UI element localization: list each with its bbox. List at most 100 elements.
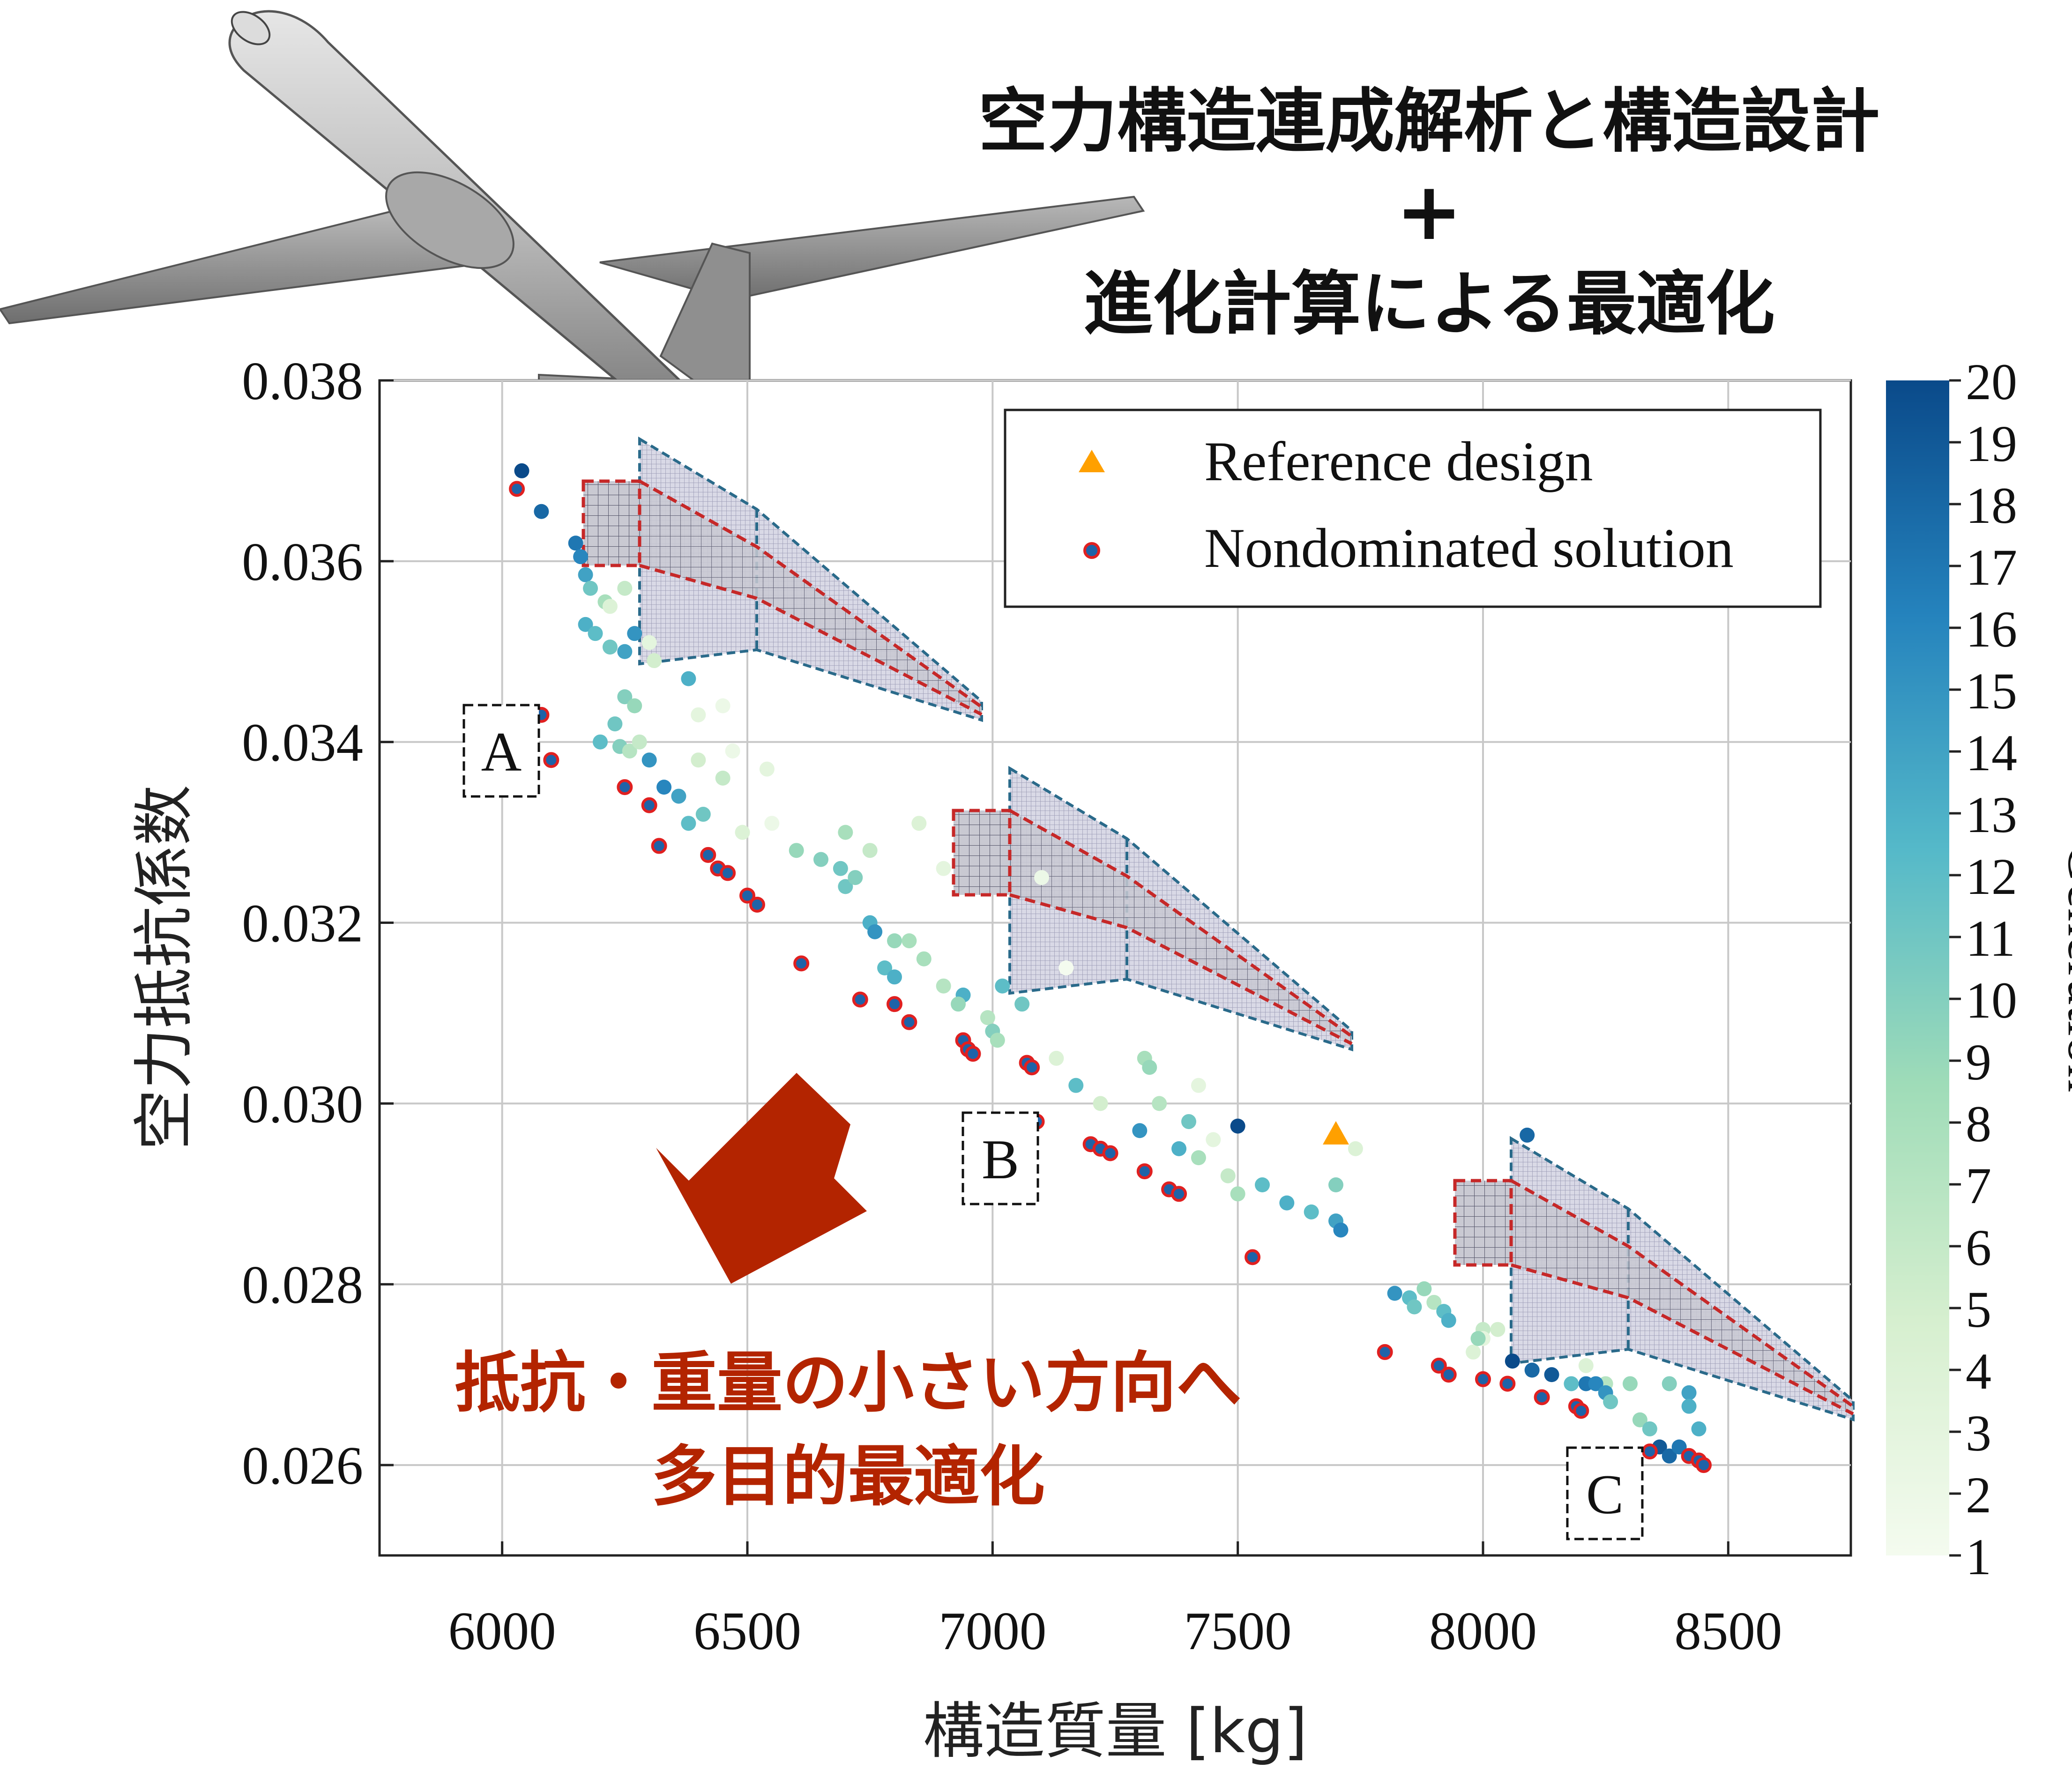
nondominated-point-26 xyxy=(1171,1186,1187,1202)
population-point-42 xyxy=(877,960,893,975)
population-point-13 xyxy=(627,626,642,641)
population-point-45 xyxy=(848,870,863,885)
y-tick-label-1: 0.028 xyxy=(242,1255,363,1315)
population-point-46 xyxy=(887,933,902,949)
x-tick-label-5: 8500 xyxy=(1674,1601,1782,1661)
label-c: C xyxy=(1586,1463,1624,1525)
population-point-64 xyxy=(1068,1078,1084,1093)
legend-nondominated-marker xyxy=(1083,542,1100,559)
population-point-7 xyxy=(602,599,618,614)
x-tick-label-0: 6000 xyxy=(448,1601,556,1661)
population-point-49 xyxy=(936,978,951,994)
population-point-61 xyxy=(1034,870,1049,885)
nondominated-point-4 xyxy=(641,797,657,813)
population-point-24 xyxy=(622,743,637,759)
colorbar-tick-label-17: 18 xyxy=(1966,477,2017,534)
rear-spar xyxy=(1009,893,1353,1046)
axis-ticks: 6000 6500 7000 7500 8000 8500 0.026 0.028 0.030 0… xyxy=(242,351,1782,1661)
title-plus: + xyxy=(1396,165,1462,258)
nondominated-point-8 xyxy=(720,865,736,881)
population-point-109 xyxy=(1603,1394,1618,1410)
population-point-100 xyxy=(1623,1376,1638,1391)
nondominated-point-32 xyxy=(1499,1376,1516,1392)
colorbar-tick-label-6: 7 xyxy=(1966,1157,1991,1214)
colorbar-tick-label-11: 12 xyxy=(1966,848,2017,905)
population-point-89 xyxy=(1426,1294,1442,1310)
title-line3: 進化計算による最適化 xyxy=(1083,264,1775,344)
population-point-68 xyxy=(1152,1096,1167,1111)
population-point-33 xyxy=(715,770,730,786)
annotation-line1: 抵抗・重量の小さい方向へ xyxy=(455,1345,1242,1421)
nondominated-point-5 xyxy=(651,838,667,854)
population-point-28 xyxy=(725,743,740,759)
label-b-box xyxy=(961,1111,1039,1205)
population-point-96 xyxy=(1505,1354,1520,1369)
center-wing-box xyxy=(952,809,1012,897)
nondominated-point-35 xyxy=(1573,1403,1589,1419)
colorbar xyxy=(1886,380,1949,1555)
nondominated-point-9 xyxy=(739,887,755,904)
y-tick-label-6: 0.038 xyxy=(242,351,363,411)
x-tick-label-1: 6500 xyxy=(693,1601,801,1661)
population-point-30 xyxy=(671,788,686,804)
center-wing-box xyxy=(581,479,641,567)
population-point-67 xyxy=(1142,1060,1157,1075)
legend-entry-nondominated: Nondominated solution xyxy=(1204,517,1734,579)
population-point-114 xyxy=(1671,1439,1687,1455)
legend-reference-marker xyxy=(1079,450,1105,472)
reference-design-marker xyxy=(1323,1121,1349,1145)
population-point-105 xyxy=(1588,1376,1603,1391)
colorbar-tick-label-10: 11 xyxy=(1966,910,2015,967)
population-point-22 xyxy=(593,734,608,750)
legend: Reference design Nondominated solution xyxy=(1004,409,1822,608)
colorbar-tick-label-7: 8 xyxy=(1966,1095,1991,1153)
population-point-34 xyxy=(735,825,750,840)
population-point-103 xyxy=(1681,1398,1697,1414)
population-point-63 xyxy=(1049,1050,1064,1066)
legend-entry-reference: Reference design xyxy=(1204,430,1593,492)
colorbar-tick-label-4: 5 xyxy=(1966,1281,1991,1338)
nondominated-point-12 xyxy=(852,991,868,1008)
population-point-38 xyxy=(813,852,828,867)
population-point-62 xyxy=(1058,960,1074,975)
population-point-36 xyxy=(764,816,780,831)
wing-structure-inset-a xyxy=(581,436,983,722)
population-point-20 xyxy=(627,698,642,714)
population-point-54 xyxy=(990,1033,1005,1048)
nondominated-point-33 xyxy=(1534,1389,1550,1406)
annotation-line2: 多目的最適化 xyxy=(651,1439,1045,1515)
nondominated-point-11 xyxy=(793,955,810,972)
wing-box-structure xyxy=(640,481,982,714)
y-tick-label-4: 0.034 xyxy=(242,713,363,773)
population-point-85 xyxy=(1387,1286,1402,1301)
colorbar-tick-label-9: 10 xyxy=(1966,972,2017,1029)
population-point-8 xyxy=(617,580,633,596)
population-point-52 xyxy=(980,1010,995,1026)
population-point-87 xyxy=(1407,1299,1422,1315)
population-point-41 xyxy=(867,924,883,939)
population-point-3 xyxy=(573,549,589,565)
y-tick-label-0: 0.026 xyxy=(242,1436,363,1495)
nondominated-point-2 xyxy=(543,752,559,768)
population-point-72 xyxy=(1171,1141,1187,1156)
population-point-5 xyxy=(583,580,598,596)
colorbar-tick-label-8: 9 xyxy=(1966,1034,1991,1091)
front-spar xyxy=(639,479,983,708)
colorbar-tick-label-14: 15 xyxy=(1966,662,2017,720)
x-tick-label-4: 8000 xyxy=(1429,1601,1537,1661)
population-point-37 xyxy=(789,843,804,858)
population-point-9 xyxy=(578,617,593,632)
population-point-31 xyxy=(681,816,696,831)
nondominated-point-27 xyxy=(1245,1249,1261,1265)
nondominated-points xyxy=(509,481,1712,1473)
population-point-12 xyxy=(617,644,633,659)
center-wing-box xyxy=(1453,1179,1513,1267)
population-point-55 xyxy=(995,978,1010,994)
population-point-32 xyxy=(695,807,711,822)
colorbar-tick-label-5: 6 xyxy=(1966,1219,1991,1276)
population-point-111 xyxy=(1642,1421,1657,1436)
population-point-47 xyxy=(902,933,917,949)
wing-box-structure xyxy=(1511,1181,1853,1414)
